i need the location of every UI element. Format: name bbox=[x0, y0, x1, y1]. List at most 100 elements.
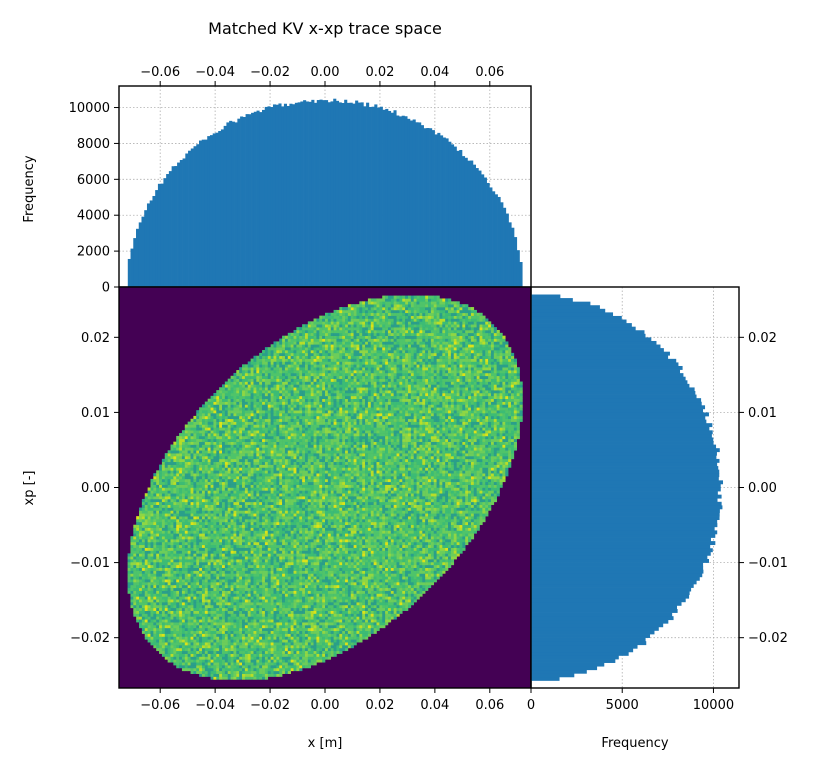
heatmap-cell bbox=[262, 639, 266, 643]
heatmap-cell bbox=[327, 541, 332, 546]
heatmap-cell bbox=[270, 624, 274, 629]
heatmap-cell bbox=[193, 533, 197, 537]
heatmap-cell bbox=[287, 587, 291, 591]
heatmap-cell bbox=[156, 599, 160, 603]
heatmap-cell bbox=[190, 561, 194, 566]
heatmap-cell bbox=[393, 550, 397, 554]
heatmap-cell bbox=[304, 653, 309, 657]
heatmap-cell bbox=[187, 627, 191, 632]
heatmap-cell bbox=[393, 527, 397, 531]
heatmap-cell bbox=[201, 527, 206, 531]
heatmap-cell bbox=[267, 639, 271, 643]
heatmap-cell bbox=[159, 602, 163, 606]
heatmap-cell bbox=[156, 610, 160, 614]
heatmap-cell bbox=[233, 676, 237, 680]
heatmap-cell bbox=[350, 573, 354, 577]
heatmap-cell bbox=[210, 579, 214, 583]
heatmap-cell bbox=[259, 561, 263, 566]
heatmap-cell bbox=[139, 610, 143, 614]
heatmap-cell bbox=[304, 633, 309, 637]
heatmap-cell bbox=[282, 639, 286, 643]
heatmap-cell bbox=[184, 536, 188, 540]
heatmap-cell bbox=[270, 587, 274, 591]
heatmap-cell bbox=[333, 622, 337, 626]
heatmap-cell bbox=[347, 645, 352, 649]
heatmap-cell bbox=[310, 610, 314, 614]
heatmap-cell bbox=[127, 590, 131, 594]
heatmap-cell bbox=[233, 533, 237, 537]
heatmap-cell bbox=[322, 533, 326, 537]
heatmap-cell bbox=[333, 527, 337, 531]
heatmap-cell bbox=[156, 636, 160, 640]
heatmap-cell bbox=[253, 662, 257, 666]
heatmap-cell bbox=[153, 607, 157, 611]
heatmap-cell bbox=[379, 536, 383, 540]
heatmap-cell bbox=[399, 607, 403, 611]
top-histogram-bar bbox=[234, 122, 238, 288]
heatmap-cell bbox=[279, 536, 283, 540]
heatmap-cell bbox=[428, 544, 432, 548]
top-histogram-bar bbox=[379, 106, 383, 287]
heatmap-cell bbox=[204, 630, 208, 634]
heatmap-cell bbox=[430, 536, 435, 540]
heatmap-cell bbox=[219, 616, 223, 620]
heatmap-cell bbox=[176, 659, 180, 663]
heatmap-cell bbox=[425, 547, 429, 551]
heatmap-cell bbox=[244, 530, 249, 534]
heatmap-cell bbox=[264, 624, 269, 629]
heatmap-cell bbox=[359, 536, 363, 540]
heatmap-cell bbox=[290, 665, 294, 669]
heatmap-cell bbox=[273, 610, 277, 614]
heatmap-cell bbox=[239, 539, 243, 543]
heatmap-cell bbox=[270, 533, 274, 537]
heatmap-cell bbox=[153, 622, 157, 626]
heatmap-cell bbox=[259, 564, 263, 568]
heatmap-cell bbox=[247, 619, 251, 623]
heatmap-cell bbox=[244, 579, 249, 583]
heatmap-cell bbox=[402, 539, 406, 543]
top-histogram-bar bbox=[303, 100, 307, 287]
heatmap-cell bbox=[353, 590, 357, 594]
heatmap-cell bbox=[287, 553, 291, 557]
heatmap-cell bbox=[133, 610, 137, 614]
heatmap-cell bbox=[170, 559, 174, 563]
heatmap-cell bbox=[273, 659, 277, 663]
heatmap-cell bbox=[396, 599, 400, 603]
heatmap-cell bbox=[199, 527, 203, 531]
heatmap-cell bbox=[293, 564, 297, 568]
heatmap-cell bbox=[244, 610, 249, 614]
heatmap-cell bbox=[273, 607, 277, 611]
heatmap-cell bbox=[290, 593, 294, 597]
heatmap-cell bbox=[293, 636, 297, 640]
heatmap-cell bbox=[433, 553, 437, 557]
heatmap-cell bbox=[196, 630, 200, 634]
heatmap-cell bbox=[264, 610, 269, 614]
heatmap-cell bbox=[353, 573, 357, 577]
heatmap-cell bbox=[367, 561, 372, 566]
heatmap-cell bbox=[201, 665, 206, 669]
heatmap-cell bbox=[399, 553, 403, 557]
heatmap-cell bbox=[267, 561, 271, 566]
heatmap-cell bbox=[196, 642, 200, 646]
heatmap-cell bbox=[141, 559, 146, 563]
heatmap-cell bbox=[405, 604, 409, 609]
heatmap-cell bbox=[176, 650, 180, 654]
heatmap-cell bbox=[393, 570, 397, 574]
heatmap-cell bbox=[253, 561, 257, 566]
heatmap-cell bbox=[339, 550, 343, 554]
heatmap-cell bbox=[204, 619, 208, 623]
heatmap-cell bbox=[299, 613, 303, 617]
heatmap-cell bbox=[213, 561, 217, 566]
heatmap-cell bbox=[453, 547, 457, 551]
heatmap-cell bbox=[296, 627, 300, 632]
heatmap-cell bbox=[170, 587, 174, 591]
heatmap-cell bbox=[370, 547, 374, 551]
heatmap-cell bbox=[173, 544, 177, 548]
heatmap-cell bbox=[204, 659, 208, 663]
heatmap-cell bbox=[387, 599, 392, 603]
heatmap-cell bbox=[273, 553, 277, 557]
heatmap-cell bbox=[187, 639, 191, 643]
heatmap-cell bbox=[224, 564, 229, 568]
heatmap-cell bbox=[307, 604, 311, 609]
